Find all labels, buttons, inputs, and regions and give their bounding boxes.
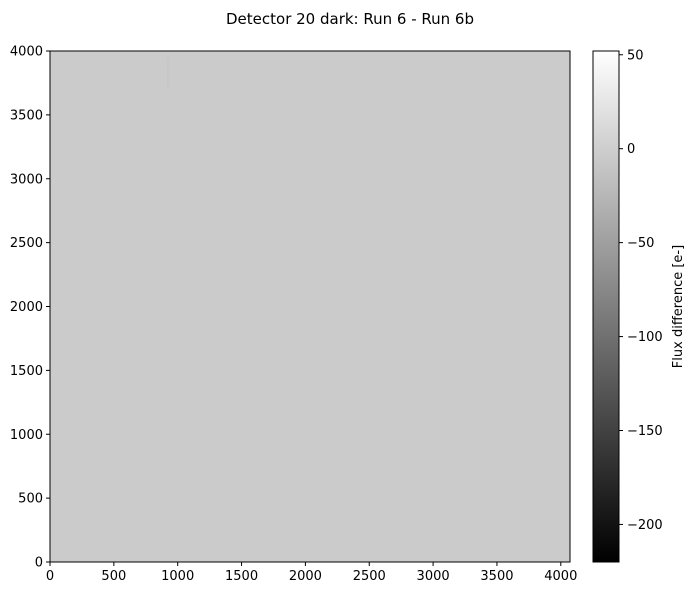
colorbar: 50 0 −50 −100 −150 −200 Flux difference [e-]	[592, 48, 686, 563]
heatmap-image	[50, 51, 570, 562]
colorbar-tick-label: −50	[627, 236, 654, 251]
x-tick-label: 500	[101, 569, 126, 584]
colorbar-label: Flux difference [e-]	[671, 245, 686, 368]
colorbar-tick-label: −150	[627, 424, 663, 439]
y-tick-label: 0	[35, 556, 43, 571]
x-tick-label: 3000	[417, 569, 450, 584]
y-tick-label: 2500	[10, 236, 43, 251]
x-tick-label: 2000	[289, 569, 322, 584]
y-tick-label: 1500	[10, 364, 43, 379]
x-axis: 0 500 1000 1500 2000 2500 3000 3500 4000	[46, 562, 577, 584]
colorbar-tick-label: 50	[627, 48, 644, 63]
plot-area	[49, 50, 571, 563]
y-axis: 0 500 1000 1500 2000 2500 3000 3500 4000	[10, 45, 50, 571]
x-tick-label: 4000	[544, 569, 577, 584]
y-tick-label: 2000	[10, 300, 43, 315]
y-tick-label: 3500	[10, 108, 43, 123]
x-tick-label: 1000	[161, 569, 194, 584]
chart-title: Detector 20 dark: Run 6 - Run 6b	[226, 10, 474, 28]
y-tick-label: 500	[18, 492, 43, 507]
y-tick-label: 4000	[10, 45, 43, 60]
y-tick-label: 1000	[10, 428, 43, 443]
colorbar-gradient	[592, 50, 620, 563]
colorbar-ticks: 50 0 −50 −100 −150 −200	[619, 48, 663, 533]
vertical-streak-feature	[167, 57, 170, 90]
colorbar-tick-label: 0	[627, 142, 635, 157]
colorbar-tick-label: −100	[627, 330, 663, 345]
x-tick-label: 3500	[480, 569, 513, 584]
y-tick-label: 3000	[10, 172, 43, 187]
x-tick-label: 0	[46, 569, 54, 584]
colorbar-tick-label: −200	[627, 518, 663, 533]
x-tick-label: 2500	[353, 569, 386, 584]
x-tick-label: 1500	[225, 569, 258, 584]
